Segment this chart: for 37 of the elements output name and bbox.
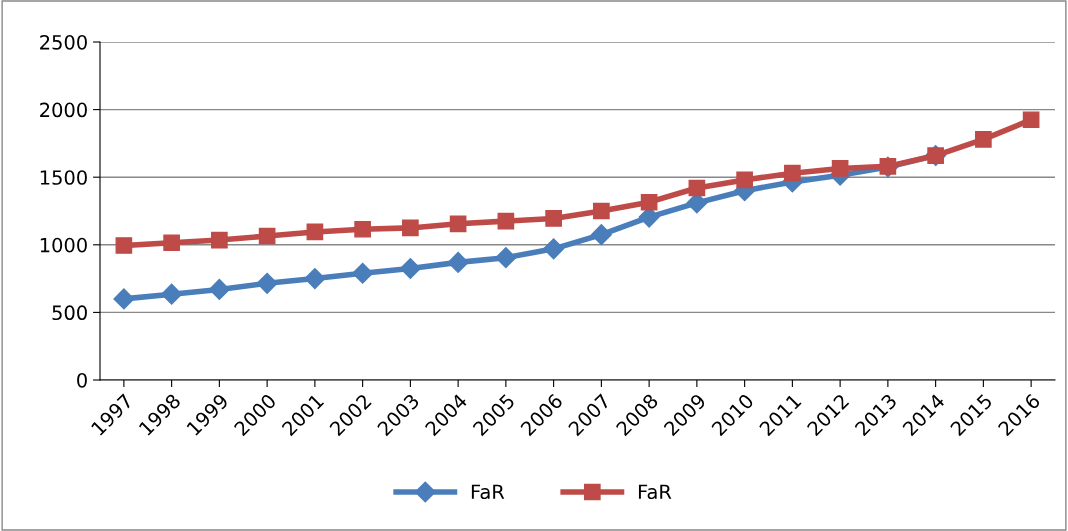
point <box>208 278 230 300</box>
point <box>831 160 849 177</box>
point <box>497 212 515 230</box>
point <box>163 234 180 252</box>
point <box>545 210 562 227</box>
point <box>449 215 467 233</box>
point <box>688 179 706 197</box>
y-tick-label: 1500 <box>40 170 87 185</box>
y-tick-label: 1000 <box>40 237 87 253</box>
point <box>354 220 371 238</box>
point <box>784 164 801 182</box>
y-tick-label: 2500 <box>40 34 87 50</box>
y-tick-label: 500 <box>52 305 87 321</box>
point <box>306 223 324 241</box>
point <box>447 251 469 273</box>
y-tick-label: 2000 <box>40 102 87 118</box>
y-tick-label: 0 <box>77 372 87 388</box>
point <box>352 262 374 284</box>
point <box>258 227 276 245</box>
point <box>736 171 753 189</box>
point <box>975 131 992 148</box>
point <box>402 219 419 237</box>
legend-label: FaR <box>471 484 505 500</box>
point <box>115 237 133 254</box>
point <box>543 238 565 260</box>
point <box>161 283 183 305</box>
point <box>211 231 228 249</box>
point <box>495 247 517 269</box>
point <box>590 224 612 246</box>
point <box>256 272 278 294</box>
point <box>1022 111 1040 129</box>
legend-label: FaR <box>638 484 672 500</box>
point <box>399 257 421 279</box>
point <box>113 288 135 310</box>
point <box>304 268 326 290</box>
point <box>640 193 658 211</box>
point <box>593 202 610 220</box>
